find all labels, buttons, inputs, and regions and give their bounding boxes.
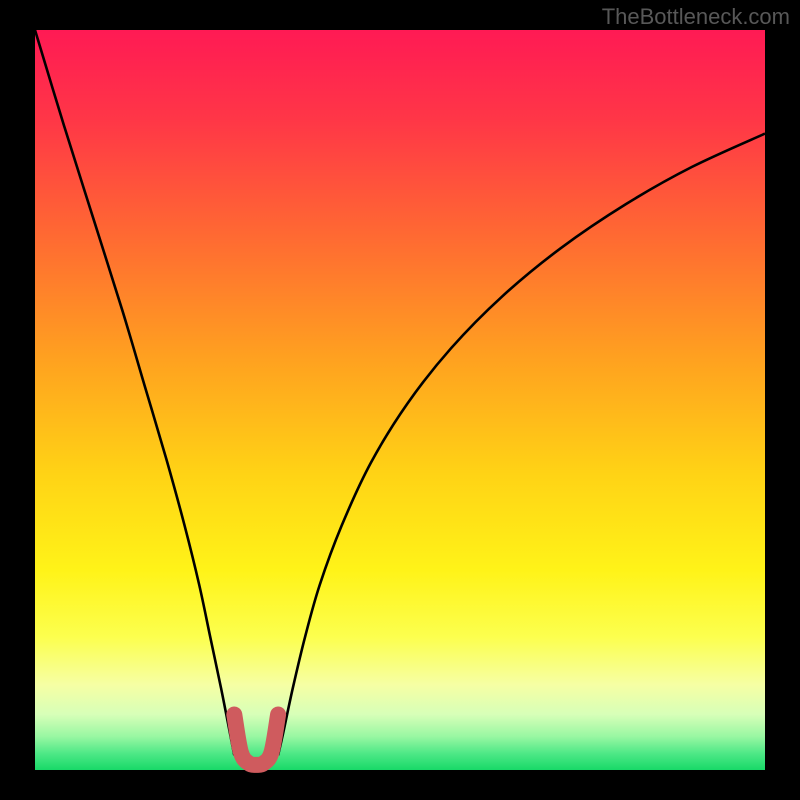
chart-container: TheBottleneck.com <box>0 0 800 800</box>
watermark-text: TheBottleneck.com <box>602 4 790 30</box>
bottleneck-chart <box>0 0 800 800</box>
plot-background <box>35 30 765 770</box>
